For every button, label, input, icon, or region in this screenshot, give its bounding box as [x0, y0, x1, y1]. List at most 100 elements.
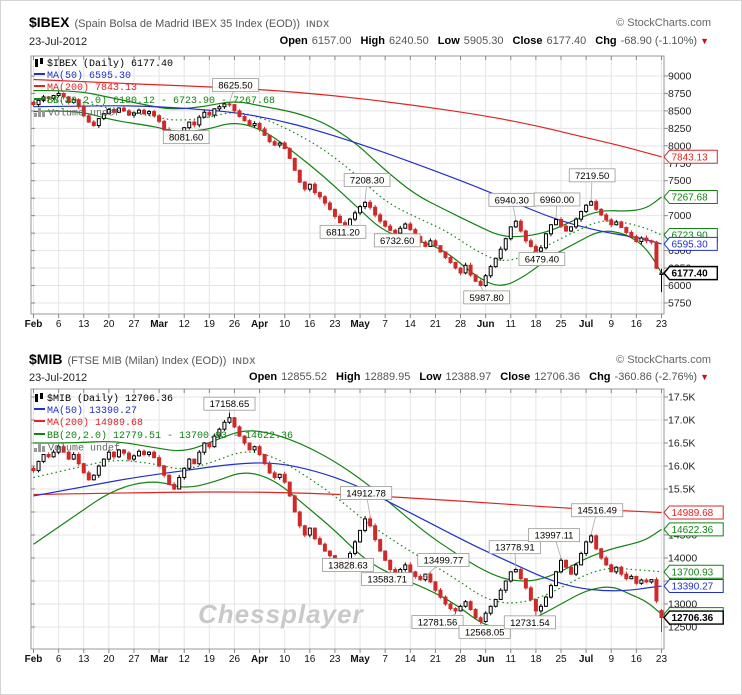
- chart1-legend: $IBEX (Daily) 6177.40 MA(50) 6595.30 MA(…: [34, 58, 275, 121]
- x-tick-label: 27: [128, 319, 140, 330]
- legend-row-volume: Volume undef: [34, 443, 293, 456]
- quote-value: 5905.30: [463, 35, 504, 47]
- candlestick-chart-icon: [34, 393, 45, 402]
- candle: [96, 465, 101, 476]
- candle: [373, 206, 378, 216]
- x-tick-label: 7: [382, 319, 388, 330]
- candle: [564, 225, 569, 232]
- volume-bars-icon: [34, 108, 46, 117]
- price-tag: [663, 579, 724, 594]
- quote-row: Open 12855.52 High 12889.95 Low 12388.97 Close…: [240, 371, 709, 383]
- candle: [287, 148, 292, 159]
- annotation-box: [503, 615, 556, 630]
- candle: [272, 472, 277, 479]
- x-tick-label: 10: [279, 319, 291, 330]
- candle: [624, 573, 629, 580]
- x-tick-label: 26: [229, 654, 241, 665]
- chart-mib-plot: 17.5K17.0K16.5K16.0K15.5K15.0K1450014000…: [25, 388, 724, 665]
- quote-label: Chg: [595, 35, 617, 47]
- candle: [232, 417, 237, 428]
- annotation-box: [458, 624, 511, 639]
- symbol-ticker: $MIB: [29, 351, 63, 367]
- candle: [528, 587, 533, 600]
- candle: [31, 467, 36, 472]
- quote-value: 6240.50: [388, 35, 429, 47]
- candle: [418, 575, 423, 581]
- candle: [528, 240, 533, 247]
- candle: [453, 261, 458, 269]
- candle: [86, 472, 91, 481]
- candle: [202, 442, 207, 453]
- candle: [513, 569, 518, 573]
- annotation-box: [203, 396, 256, 411]
- quote-label: High: [360, 35, 385, 47]
- candle: [167, 474, 172, 485]
- candle: [267, 463, 272, 474]
- price-tag: [663, 265, 718, 281]
- legend-text: MA(50) 13390.27: [47, 405, 138, 417]
- candle: [66, 96, 71, 104]
- candle: [147, 111, 152, 115]
- candle: [594, 535, 599, 550]
- candle: [594, 201, 599, 210]
- candle: [302, 181, 307, 190]
- price-annotation: 12781.56: [418, 618, 458, 629]
- legend-text: MA(200) 14989.68: [47, 418, 144, 429]
- price-annotation: 8625.50: [218, 81, 252, 92]
- candle: [363, 518, 368, 531]
- candle: [493, 598, 498, 607]
- candle: [222, 421, 227, 430]
- candle: [518, 220, 523, 232]
- y-tick-label: 8000: [668, 140, 692, 152]
- candle: [307, 183, 312, 190]
- candle: [131, 455, 136, 460]
- x-tick-label: 23: [656, 654, 668, 665]
- candle: [116, 107, 121, 113]
- overlay-ma-50-: [33, 462, 662, 592]
- price-annotation: 13499.77: [424, 556, 464, 567]
- chart2-legend: $MIB (Daily) 12706.36 MA(50) 13390.27 MA…: [34, 393, 293, 456]
- change-down-icon: ▼: [700, 36, 709, 46]
- candle: [66, 451, 71, 460]
- candle: [111, 451, 116, 458]
- candle: [533, 245, 538, 252]
- legend-text: MA(200) 7843.13: [47, 83, 138, 94]
- candle: [433, 240, 438, 247]
- x-tick-label: 20: [103, 319, 115, 330]
- chart-date: 23-Jul-2012: [29, 36, 88, 48]
- x-tick-label: 13: [78, 654, 90, 665]
- candle: [257, 122, 262, 130]
- candle: [46, 96, 51, 99]
- candle: [473, 609, 478, 619]
- candle: [162, 120, 167, 131]
- x-tick-label: 10: [279, 654, 291, 665]
- candle: [46, 454, 51, 458]
- candle: [247, 120, 252, 127]
- overlay-ma-200-: [33, 78, 662, 158]
- candle: [468, 601, 473, 611]
- candle: [202, 111, 207, 118]
- candle: [624, 227, 629, 233]
- candle: [332, 208, 337, 217]
- legend-row-volume: Volume undef: [34, 108, 275, 121]
- candle: [157, 457, 162, 467]
- price-annotation: 6940.30: [495, 195, 529, 206]
- annotation-box: [411, 615, 464, 629]
- candle: [252, 122, 257, 127]
- candle: [137, 109, 142, 114]
- price-annotation: 14912.78: [346, 489, 386, 500]
- x-tick-label: 14: [405, 319, 417, 330]
- candle: [297, 169, 302, 183]
- candle: [126, 452, 131, 460]
- x-tick-label: 7: [382, 654, 388, 665]
- candle: [101, 458, 106, 467]
- candle: [242, 115, 247, 122]
- annotation-box: [528, 528, 581, 543]
- candle: [579, 552, 584, 566]
- candle: [51, 95, 56, 99]
- candle: [317, 192, 322, 198]
- candle: [634, 575, 639, 584]
- annotation-box: [361, 572, 414, 587]
- candle: [619, 566, 624, 575]
- quote-value: 6157.00: [311, 35, 352, 47]
